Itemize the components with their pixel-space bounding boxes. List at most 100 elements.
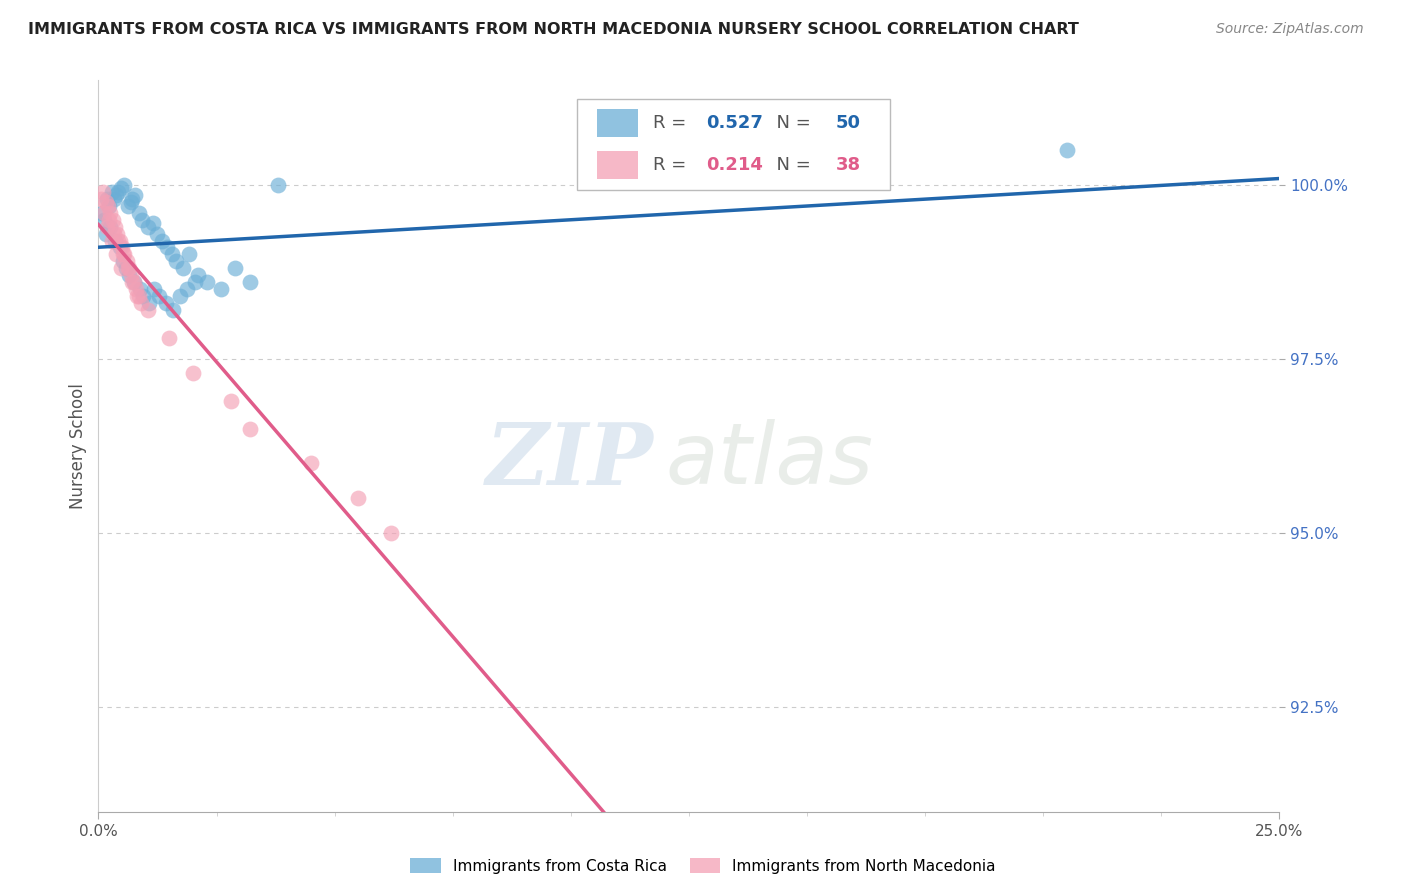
Point xyxy=(98,205,121,219)
Point xyxy=(121,192,143,206)
Point xyxy=(131,212,153,227)
Point xyxy=(107,234,129,248)
Point xyxy=(107,185,129,199)
Point xyxy=(93,205,115,219)
Point xyxy=(94,227,117,241)
Point xyxy=(97,199,120,213)
FancyBboxPatch shape xyxy=(576,99,890,190)
Point xyxy=(90,192,112,206)
Point xyxy=(165,254,187,268)
Point xyxy=(184,275,207,289)
Point xyxy=(97,199,120,213)
Point xyxy=(101,212,124,227)
Point xyxy=(117,261,139,276)
Point xyxy=(136,219,159,234)
Point xyxy=(108,234,131,248)
Point xyxy=(111,254,134,268)
Point xyxy=(128,205,150,219)
Point xyxy=(100,185,122,199)
Point xyxy=(122,275,145,289)
Point xyxy=(121,268,143,283)
Point xyxy=(299,457,322,471)
Point xyxy=(195,275,218,289)
Point xyxy=(108,240,131,254)
Point xyxy=(136,303,159,318)
Point xyxy=(239,421,262,435)
Point xyxy=(187,268,209,283)
Text: 50: 50 xyxy=(835,114,860,132)
Point xyxy=(100,234,122,248)
Point xyxy=(117,199,139,213)
Point xyxy=(112,247,135,261)
Point xyxy=(128,289,150,303)
Point xyxy=(347,491,370,506)
Point xyxy=(103,192,125,206)
Point xyxy=(132,289,155,303)
Point xyxy=(224,261,246,276)
Point xyxy=(169,289,191,303)
Point xyxy=(91,205,114,219)
Point xyxy=(156,240,179,254)
Text: IMMIGRANTS FROM COSTA RICA VS IMMIGRANTS FROM NORTH MACEDONIA NURSERY SCHOOL COR: IMMIGRANTS FROM COSTA RICA VS IMMIGRANTS… xyxy=(28,22,1078,37)
Point xyxy=(105,188,128,202)
Point xyxy=(380,526,402,541)
Point xyxy=(96,192,118,206)
Point xyxy=(1056,143,1078,157)
Point xyxy=(111,247,134,261)
Point xyxy=(104,219,127,234)
Point xyxy=(143,282,166,296)
Text: N =: N = xyxy=(765,114,817,132)
Point xyxy=(239,275,262,289)
Point xyxy=(162,303,184,318)
Point xyxy=(142,216,165,230)
Point xyxy=(172,261,194,276)
Point xyxy=(138,296,160,310)
Point xyxy=(179,247,201,261)
Point xyxy=(155,296,177,310)
Point xyxy=(96,219,118,234)
Point xyxy=(94,195,117,210)
FancyBboxPatch shape xyxy=(596,110,638,137)
Point xyxy=(98,219,121,234)
Point xyxy=(97,212,120,227)
Text: 38: 38 xyxy=(835,156,860,174)
Text: atlas: atlas xyxy=(665,419,873,502)
Point xyxy=(122,275,145,289)
Point xyxy=(103,227,125,241)
Text: R =: R = xyxy=(652,156,692,174)
Point xyxy=(124,188,146,202)
Point xyxy=(91,185,114,199)
Point xyxy=(160,247,183,261)
Point xyxy=(148,289,170,303)
Point xyxy=(105,247,128,261)
Point xyxy=(219,393,242,408)
Point xyxy=(110,181,132,195)
Point xyxy=(267,178,290,192)
Point xyxy=(129,282,152,296)
Point xyxy=(114,261,136,276)
Point xyxy=(120,195,142,210)
Point xyxy=(105,227,128,241)
Point xyxy=(125,282,148,296)
Point xyxy=(93,212,115,227)
Text: 0.527: 0.527 xyxy=(706,114,762,132)
Point xyxy=(146,227,169,241)
Text: N =: N = xyxy=(765,156,817,174)
Text: R =: R = xyxy=(652,114,692,132)
Text: ZIP: ZIP xyxy=(485,419,654,502)
Text: Source: ZipAtlas.com: Source: ZipAtlas.com xyxy=(1216,22,1364,37)
Point xyxy=(118,261,141,276)
Point xyxy=(115,254,138,268)
Point xyxy=(112,178,135,192)
Point xyxy=(118,268,141,283)
Point xyxy=(209,282,232,296)
Point xyxy=(181,366,204,380)
Point xyxy=(129,296,152,310)
Point xyxy=(121,275,143,289)
Point xyxy=(104,234,127,248)
Point xyxy=(176,282,198,296)
Point xyxy=(111,240,134,254)
Point xyxy=(110,261,132,276)
Point xyxy=(150,234,173,248)
Y-axis label: Nursery School: Nursery School xyxy=(69,383,87,509)
